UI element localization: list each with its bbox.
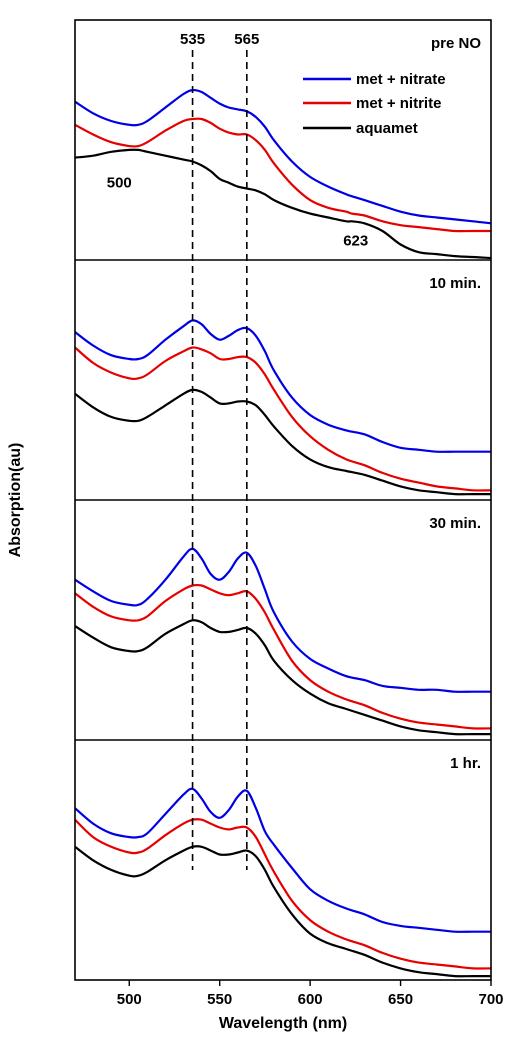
panel-label: 10 min. — [429, 275, 481, 292]
panel-label: 1 hr. — [450, 755, 481, 772]
series-line-met-nitrite-panel-1 — [75, 346, 491, 492]
x-tick-label: 500 — [117, 991, 142, 1008]
x-tick-label: 600 — [298, 991, 323, 1008]
peak-annotation-623: 623 — [343, 232, 368, 249]
x-tick-label: 650 — [388, 991, 413, 1008]
panel-label: 30 min. — [429, 515, 481, 532]
series-line-aquamet-panel-1 — [75, 388, 491, 496]
x-tick-label: 550 — [207, 991, 232, 1008]
x-axis-title: Wavelength (nm) — [219, 1015, 347, 1032]
x-axis: 500 550 600 650 700 Wavelength (nm) Absorption… — [7, 443, 504, 1032]
panel-label: pre NO — [431, 35, 481, 52]
y-axis-title: Absorption(au) — [7, 443, 24, 558]
labels: pre NO 10 min. 30 min. 1 hr. 535 565 500 623 — [107, 31, 482, 772]
series-line-met-nitrate-panel-3 — [75, 787, 491, 933]
reference-label-565: 565 — [234, 31, 259, 48]
series-line-aquamet-panel-0 — [75, 148, 491, 260]
x-tick-label: 700 — [478, 991, 503, 1008]
legend-label: met + nitrate — [356, 71, 446, 88]
legend-label: aquamet — [356, 120, 418, 137]
series-line-aquamet-panel-2 — [75, 619, 491, 736]
reference-label-535: 535 — [180, 31, 205, 48]
plot-layer — [75, 88, 491, 978]
series-line-met-nitrite-panel-2 — [75, 583, 491, 730]
legend-label: met + nitrite — [356, 95, 441, 112]
legend: met + nitrate met + nitrite aquamet — [303, 71, 446, 137]
series-line-met-nitrate-panel-2 — [75, 547, 491, 693]
series-line-met-nitrate-panel-0 — [75, 88, 491, 225]
series-line-met-nitrate-panel-1 — [75, 319, 491, 453]
plot-frame — [74, 19, 492, 981]
peak-annotation-500: 500 — [107, 175, 132, 192]
series-line-met-nitrite-panel-3 — [75, 818, 491, 970]
reference-lines — [191, 50, 248, 870]
series-line-aquamet-panel-3 — [75, 845, 491, 978]
series-line-met-nitrite-panel-0 — [75, 117, 491, 233]
